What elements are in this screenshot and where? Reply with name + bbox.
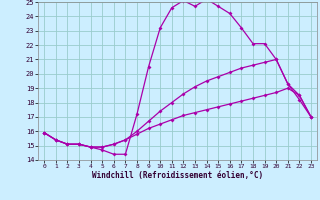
X-axis label: Windchill (Refroidissement éolien,°C): Windchill (Refroidissement éolien,°C) [92, 171, 263, 180]
